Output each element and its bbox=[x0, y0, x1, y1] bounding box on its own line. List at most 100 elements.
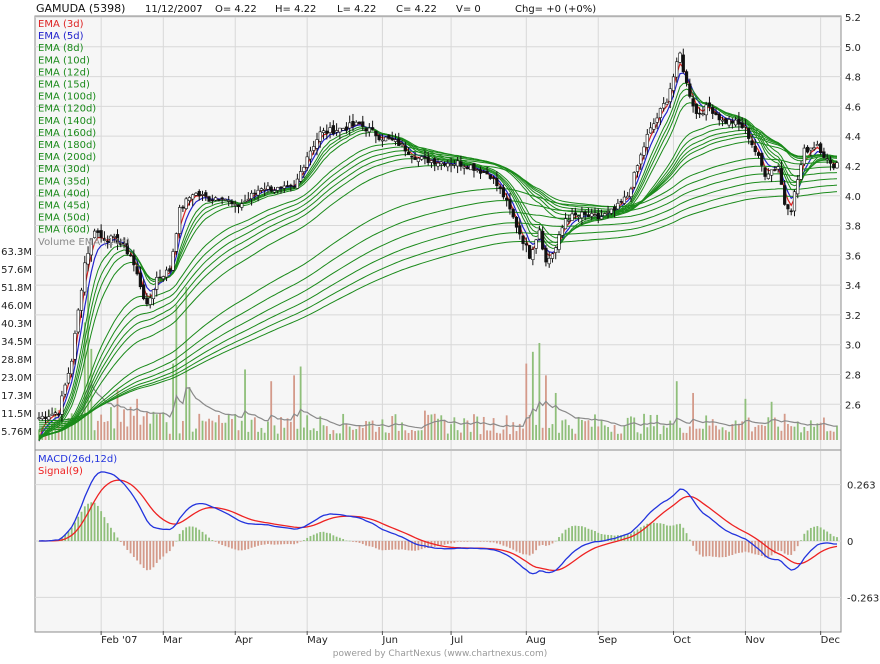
legend-entry: EMA (5d) bbox=[38, 31, 84, 42]
candle-body bbox=[148, 297, 152, 305]
legend-entry: EMA (140d) bbox=[38, 116, 96, 127]
candle-body bbox=[158, 276, 162, 279]
macd-hist-bar bbox=[237, 541, 240, 551]
candle-body bbox=[266, 185, 270, 190]
candle-body bbox=[452, 163, 456, 166]
candle-body bbox=[187, 197, 192, 202]
candle-body bbox=[514, 216, 519, 228]
volume-tick-label: 51.8M bbox=[1, 283, 32, 294]
candle-body bbox=[377, 135, 381, 141]
legend-entry: EMA (3d) bbox=[38, 19, 84, 30]
macd-hist-bar bbox=[780, 541, 783, 552]
volume-bar bbox=[106, 421, 109, 440]
volume-bar bbox=[757, 425, 760, 440]
macd-hist-bar bbox=[348, 540, 351, 542]
macd-hist-bar bbox=[669, 525, 672, 541]
macd-hist-bar bbox=[113, 532, 116, 541]
macd-hist-bar bbox=[401, 541, 403, 550]
volume-bar bbox=[397, 430, 400, 440]
volume-bar bbox=[227, 414, 230, 440]
volume-bar bbox=[237, 430, 240, 440]
price-tick-label: 4.4 bbox=[845, 132, 861, 143]
macd-hist-bar bbox=[819, 527, 822, 541]
macd-hist-bar bbox=[172, 541, 174, 547]
macd-hist-bar bbox=[103, 517, 106, 541]
macd-hist-bar bbox=[705, 541, 708, 557]
candle-body bbox=[508, 199, 512, 210]
macd-hist-bar bbox=[787, 541, 789, 555]
macd-line bbox=[38, 471, 837, 575]
candle-body bbox=[429, 160, 434, 163]
macd-hist-bar bbox=[685, 533, 688, 541]
macd-hist-bar bbox=[760, 541, 763, 556]
price-tick-label: 3.4 bbox=[845, 281, 861, 292]
candle-body bbox=[184, 198, 188, 209]
macd-hist-bar bbox=[597, 532, 600, 541]
volume-bar bbox=[414, 431, 417, 440]
candle-body bbox=[106, 240, 110, 243]
macd-hist-bar bbox=[234, 541, 237, 550]
volume-bar bbox=[594, 414, 596, 440]
volume-bar bbox=[538, 343, 541, 440]
candle-body bbox=[459, 161, 463, 167]
volume-bar bbox=[587, 420, 590, 440]
candle-body bbox=[822, 151, 826, 158]
volume-bar bbox=[708, 425, 711, 440]
candle-body bbox=[194, 192, 198, 196]
volume-bar bbox=[335, 433, 338, 440]
price-tick-label: 4.8 bbox=[845, 73, 861, 84]
candle-body bbox=[763, 167, 767, 177]
volume-bar bbox=[142, 416, 145, 440]
candle-body bbox=[223, 199, 228, 201]
macd-hist-bar bbox=[427, 541, 430, 548]
candle-body bbox=[299, 171, 303, 182]
macd-hist-bar bbox=[407, 541, 410, 551]
month-label: Oct bbox=[673, 635, 690, 646]
macd-hist-bar bbox=[616, 535, 619, 541]
volume-tick-label: 40.3M bbox=[1, 319, 32, 330]
macd-hist-bar bbox=[440, 541, 443, 546]
macd-hist-bar bbox=[790, 541, 793, 555]
volume-bar bbox=[80, 412, 83, 440]
volume-bar bbox=[394, 414, 397, 440]
price-tick-label: 4.0 bbox=[845, 192, 861, 203]
volume-bar bbox=[803, 426, 806, 440]
volume-bar bbox=[322, 425, 325, 440]
candle-body bbox=[253, 192, 257, 195]
macd-hist-bar bbox=[796, 541, 799, 547]
volume-bar bbox=[365, 420, 367, 440]
macd-hist-bar bbox=[384, 541, 387, 551]
macd-hist-bar bbox=[162, 541, 165, 557]
volume-bar bbox=[119, 421, 122, 440]
volume-bar bbox=[564, 419, 567, 440]
macd-hist-bar bbox=[479, 541, 482, 542]
price-y-axis: 5.2 5.0 4.8 4.6 4.4 4.2 4.0 3.8 3.6 3.4 3.2 3.0 2.8 2… bbox=[845, 13, 861, 411]
volume-bar bbox=[669, 420, 672, 440]
price-tick-label: 4.6 bbox=[845, 102, 861, 113]
macd-hist-bar bbox=[149, 541, 152, 570]
ema-line bbox=[38, 178, 838, 426]
volume-bar bbox=[656, 414, 659, 440]
price-tick-label: 3.8 bbox=[845, 222, 861, 233]
volume-bar bbox=[129, 406, 132, 440]
volume-bar bbox=[702, 428, 704, 440]
volume-bar bbox=[100, 414, 103, 440]
macd-hist-bar bbox=[600, 533, 603, 541]
volume-bar bbox=[639, 433, 642, 440]
volume-bar bbox=[430, 414, 433, 440]
candle-body bbox=[200, 194, 205, 196]
volume-bar bbox=[528, 414, 531, 440]
candle-body bbox=[344, 126, 349, 131]
macd-hist-bar bbox=[486, 541, 488, 542]
candle-body bbox=[92, 230, 97, 238]
candle-body bbox=[403, 145, 407, 152]
volume-label: V= 0 bbox=[456, 4, 481, 15]
macd-hist-bar bbox=[652, 522, 655, 541]
volume-bar bbox=[682, 432, 685, 440]
volume-bar bbox=[273, 425, 276, 440]
macd-hist-bar bbox=[368, 541, 371, 547]
candle-body bbox=[737, 118, 741, 125]
volume-bar bbox=[636, 432, 639, 440]
volume-bar bbox=[224, 422, 227, 440]
candle-body bbox=[292, 185, 296, 188]
